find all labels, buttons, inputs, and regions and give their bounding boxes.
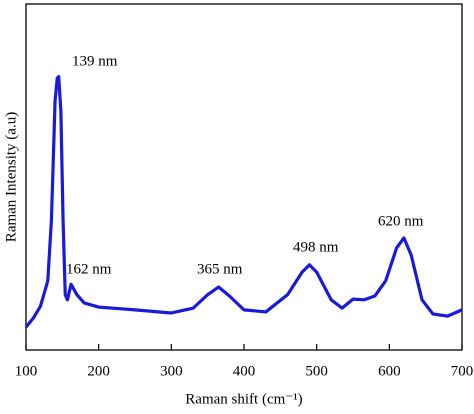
y-axis-label: Raman Intensity (a.u) — [3, 112, 19, 242]
x-tick-label: 700 — [451, 363, 474, 379]
x-tick-label: 300 — [160, 363, 183, 379]
annotation: 139 nm — [72, 53, 118, 69]
annotation: 498 nm — [293, 239, 339, 255]
annotation: 365 nm — [197, 261, 243, 277]
annotation: 620 nm — [378, 213, 424, 229]
x-tick-label: 100 — [15, 363, 38, 379]
annotation: 162 nm — [66, 261, 112, 277]
x-tick-label: 600 — [378, 363, 401, 379]
x-tick-label: 200 — [87, 363, 110, 379]
x-axis-label: Raman shift (cm⁻¹) — [185, 391, 302, 407]
x-tick-label: 500 — [305, 363, 328, 379]
x-tick-label: 400 — [233, 363, 256, 379]
spectrum-line — [24, 75, 463, 329]
